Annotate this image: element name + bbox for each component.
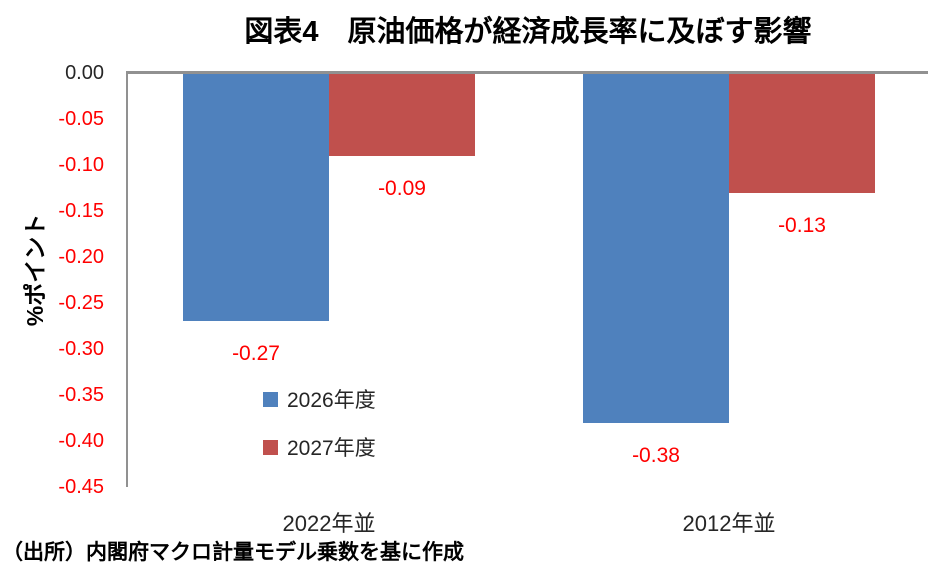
source-note: （出所）内閣府マクロ計量モデル乗数を基に作成 <box>2 541 464 564</box>
y-tick-label: -0.15 <box>58 200 104 222</box>
bar-value-label: -0.13 <box>778 214 826 237</box>
bar-series1-group1 <box>729 73 875 193</box>
y-tick-label: -0.25 <box>58 292 104 314</box>
legend-swatch <box>263 439 278 455</box>
legend-item: 2026年度 <box>263 384 376 414</box>
bar-value-label: -0.38 <box>632 444 680 467</box>
legend-item: 2027年度 <box>263 432 376 462</box>
y-tick-label: -0.35 <box>58 384 104 406</box>
legend-label: 2027年度 <box>287 437 376 460</box>
y-tick-label: 0.00 <box>65 62 104 84</box>
bar-value-label: -0.09 <box>378 177 426 200</box>
bar-series0-group0 <box>183 73 329 321</box>
legend-label: 2026年度 <box>287 389 376 412</box>
y-axis-line <box>126 73 128 487</box>
bar-value-label: -0.27 <box>232 342 280 365</box>
y-tick-label: -0.45 <box>58 476 104 498</box>
y-tick-label: -0.30 <box>58 338 104 360</box>
legend: 2026年度 2027年度 <box>263 384 376 480</box>
y-tick-label: -0.40 <box>58 430 104 452</box>
zero-axis-line <box>126 71 928 74</box>
x-category-label: 2022年並 <box>282 511 376 536</box>
y-tick-label: -0.20 <box>58 246 104 268</box>
y-tick-label: -0.05 <box>58 108 104 130</box>
bar-series0-group1 <box>583 73 729 423</box>
y-tick-label: -0.10 <box>58 154 104 176</box>
x-category-label: 2012年並 <box>682 511 776 536</box>
bar-series1-group0 <box>329 73 475 156</box>
plot-area: -0.27 -0.38 -0.09 -0.13 2026年度 2027年度 <box>126 71 928 487</box>
legend-swatch <box>263 391 278 407</box>
chart-title: 図表4 原油価格が経済成長率に及ぼす影響 <box>244 16 812 48</box>
